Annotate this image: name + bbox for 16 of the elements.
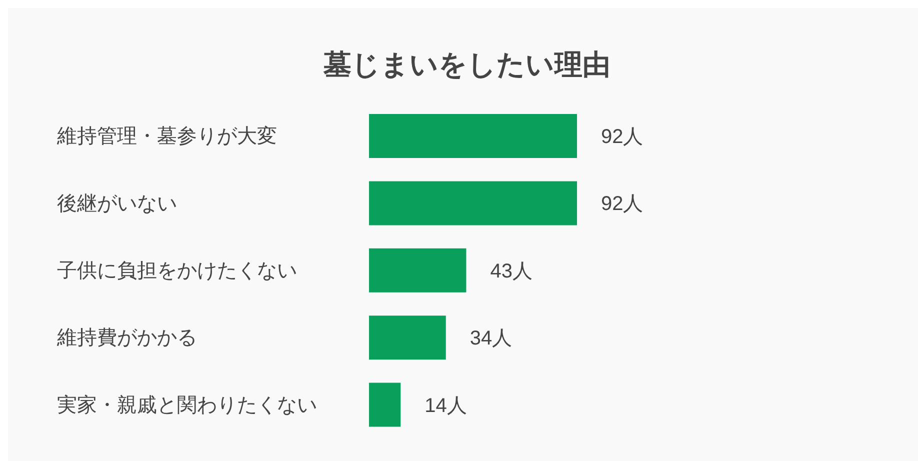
chart-title: 墓じまいをしたい理由 <box>322 48 612 82</box>
bar <box>369 181 577 226</box>
data-label: 92人 <box>601 193 644 216</box>
bar <box>369 248 466 292</box>
bar <box>369 382 401 427</box>
y-tick-label: 実家・親戚と関わりたくない <box>57 393 317 416</box>
data-label: 43人 <box>490 260 532 282</box>
y-tick-label: 後継がいない <box>57 192 177 215</box>
data-label: 14人 <box>424 394 467 417</box>
bar <box>369 114 577 158</box>
y-tick-label: 維持管理・墓参りが大変 <box>56 124 277 148</box>
y-tick-label: 維持費がかかる <box>56 327 197 350</box>
bar <box>369 316 446 360</box>
data-label: 34人 <box>470 328 512 350</box>
y-tick-label: 子供に負担をかけたくない <box>57 260 297 282</box>
data-label: 92人 <box>601 126 644 148</box>
